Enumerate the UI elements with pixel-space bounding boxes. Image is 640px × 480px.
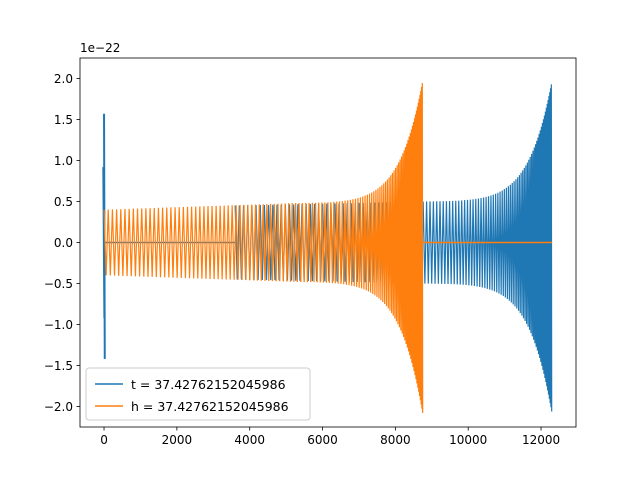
y-tick-label: 1.5 bbox=[54, 113, 73, 127]
y-tick-label: −1.0 bbox=[44, 318, 73, 332]
x-tick-label: 6000 bbox=[307, 433, 338, 447]
x-tick-label: 10000 bbox=[449, 433, 487, 447]
y-axis: 2.0 1.5 1.0 0.5 0.0 −0.5 −1.0 −1.5 −2.0 bbox=[44, 72, 80, 414]
legend-label-t: t = 37.42762152045986 bbox=[131, 377, 286, 392]
y-tick-label: −0.5 bbox=[44, 277, 73, 291]
y-offset-label: 1e−22 bbox=[80, 41, 120, 55]
x-tick-label: 0 bbox=[100, 433, 108, 447]
legend: t = 37.42762152045986 h = 37.42762152045… bbox=[85, 367, 311, 421]
x-tick-label: 2000 bbox=[162, 433, 193, 447]
series-h-wave bbox=[103, 82, 424, 414]
y-tick-label: 0.0 bbox=[54, 236, 73, 250]
legend-frame bbox=[85, 367, 311, 421]
x-tick-label: 4000 bbox=[234, 433, 265, 447]
y-tick-label: 2.0 bbox=[54, 72, 73, 86]
series-layer bbox=[102, 82, 553, 414]
x-tick-label: 12000 bbox=[522, 433, 560, 447]
legend-label-h: h = 37.42762152045986 bbox=[131, 399, 289, 414]
x-tick-label: 8000 bbox=[380, 433, 411, 447]
y-tick-label: −2.0 bbox=[44, 400, 73, 414]
y-tick-label: −1.5 bbox=[44, 359, 73, 373]
y-tick-label: 1.0 bbox=[54, 154, 73, 168]
series-h bbox=[103, 82, 552, 414]
y-tick-label: 0.5 bbox=[54, 195, 73, 209]
x-axis: 0 2000 4000 6000 8000 10000 12000 bbox=[100, 427, 560, 447]
